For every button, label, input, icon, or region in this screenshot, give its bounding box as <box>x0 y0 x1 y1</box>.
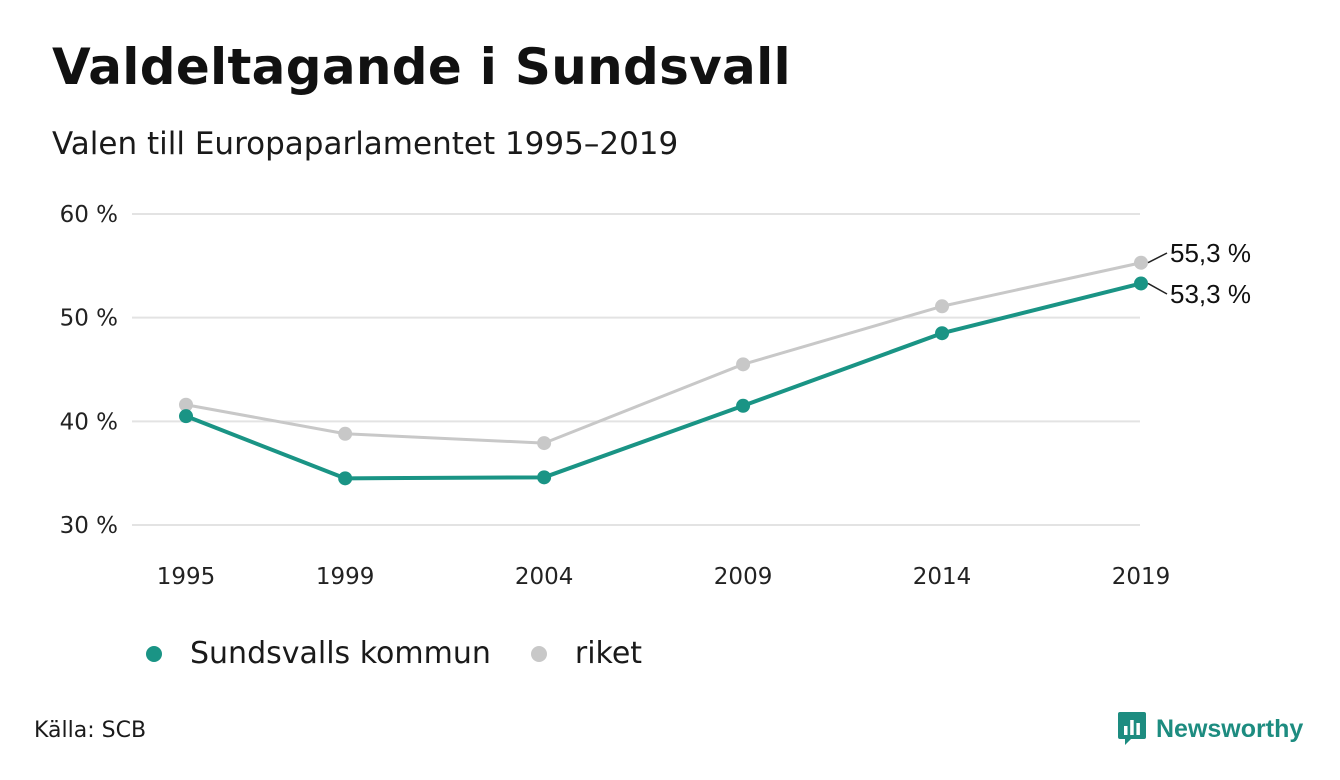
x-tick-label: 2019 <box>1112 564 1171 590</box>
legend-item-sundsvall: Sundsvalls kommun <box>146 636 491 671</box>
x-axis-ticks: 1995 1999 2004 2009 2014 2019 <box>157 564 1171 590</box>
source-note: Källa: SCB <box>34 718 147 743</box>
x-tick-label: 2014 <box>913 564 972 590</box>
brand-logo: Newsworthy <box>1118 712 1303 746</box>
x-tick-label: 2009 <box>714 564 773 590</box>
chart-subtitle: Valen till Europaparlamentet 1995–2019 <box>52 126 679 162</box>
data-point-sundsvalls <box>338 471 353 486</box>
data-point-sundsvalls <box>1134 276 1148 291</box>
x-tick-label: 1995 <box>157 564 216 590</box>
data-point-riket <box>1134 255 1148 270</box>
end-label-riket: 55,3 % <box>1170 238 1251 268</box>
brand-name: Newsworthy <box>1156 714 1304 743</box>
series-line-riket <box>184 261 1143 445</box>
series-line-sundsvalls <box>184 281 1143 481</box>
data-point-riket <box>736 357 751 372</box>
legend-item-riket: riket <box>530 636 643 671</box>
series-riket <box>179 255 1148 451</box>
data-point-sundsvalls <box>935 326 950 341</box>
chart-title: Valdeltagande i Sundsvall <box>52 38 791 96</box>
data-point-riket <box>338 426 353 441</box>
legend-dot-sundsvall <box>146 645 162 662</box>
series-sundsvalls <box>179 276 1148 486</box>
legend-label-riket: riket <box>574 636 643 671</box>
x-tick-label: 2004 <box>515 564 574 590</box>
data-point-riket <box>935 299 950 314</box>
y-tick-label: 60 % <box>60 202 118 228</box>
y-axis-ticks: 30 % 40 % 50 % 60 % <box>60 202 118 539</box>
y-tick-label: 50 % <box>60 306 118 332</box>
y-tick-label: 40 % <box>60 409 118 435</box>
data-point-riket <box>179 397 193 412</box>
end-label-sundsvalls: 53,3 % <box>1170 279 1251 309</box>
data-point-riket <box>537 436 552 451</box>
data-point-sundsvalls <box>537 470 552 485</box>
gridlines <box>132 213 1140 526</box>
legend: Sundsvalls kommun riket <box>146 636 682 671</box>
data-point-sundsvalls <box>736 398 751 413</box>
end-label-connector-sundsvalls <box>1147 282 1168 295</box>
y-tick-label: 30 % <box>60 513 118 539</box>
series <box>179 255 1148 486</box>
bar-chart-speech-bubble-icon <box>1118 712 1146 745</box>
end-labels: 55,3 % 53,3 % <box>1147 238 1251 309</box>
x-tick-label: 1999 <box>316 564 375 590</box>
legend-label-sundsvall: Sundsvalls kommun <box>190 636 491 671</box>
end-label-connector-riket <box>1147 252 1168 264</box>
data-point-sundsvalls <box>179 409 193 424</box>
legend-dot-riket <box>530 645 547 662</box>
